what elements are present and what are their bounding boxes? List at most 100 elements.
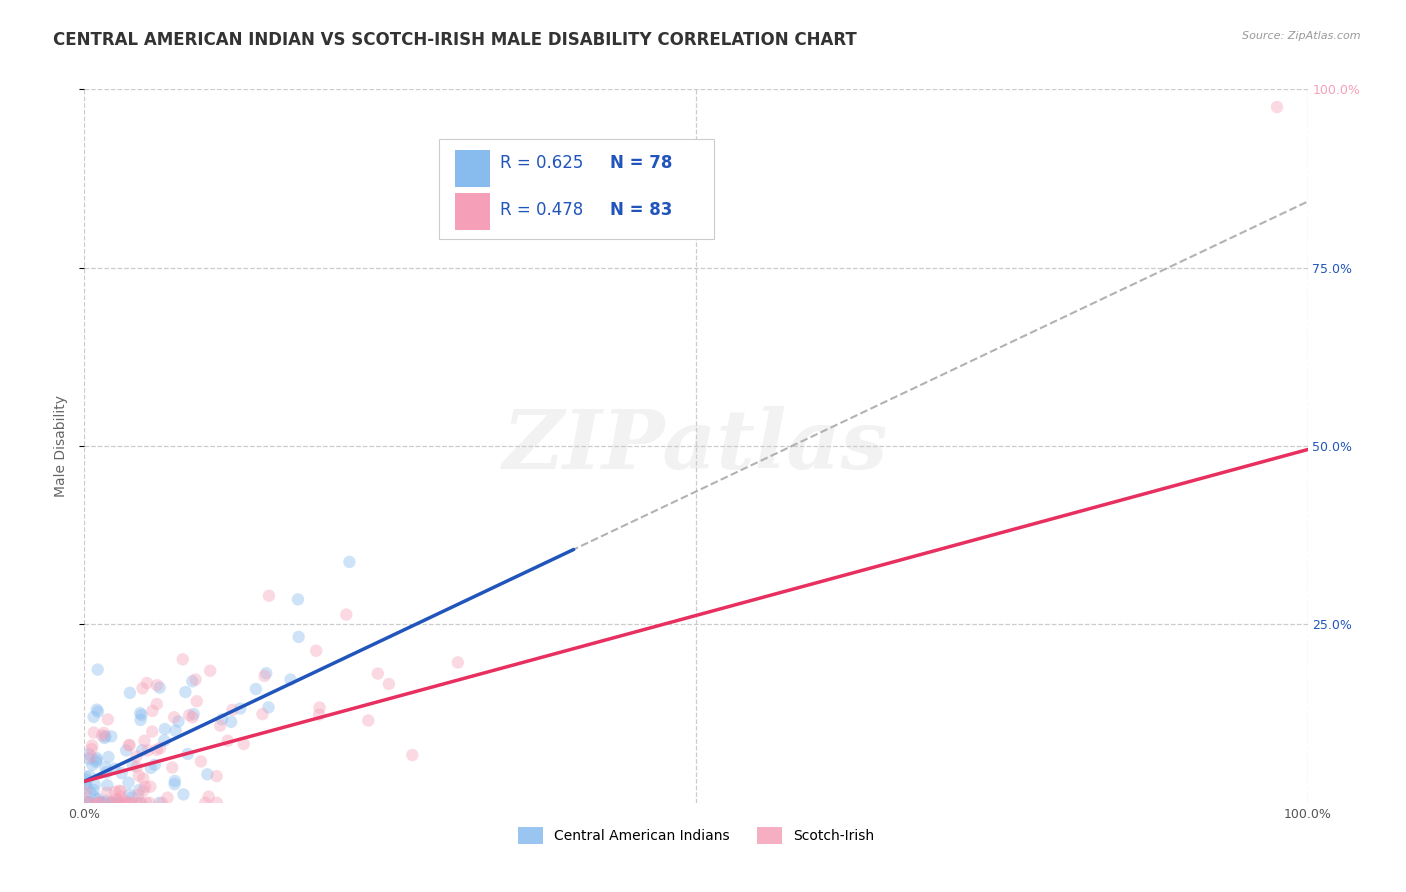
Text: R = 0.625: R = 0.625 <box>501 154 583 172</box>
Point <box>75 770 97 784</box>
Point <box>125 760 148 774</box>
Point <box>96 786 118 800</box>
Point <box>77 796 100 810</box>
Point <box>211 712 233 726</box>
Text: N = 83: N = 83 <box>610 201 672 219</box>
Point <box>83 789 105 804</box>
Text: ZIPatlas: ZIPatlas <box>503 406 889 486</box>
Text: N = 78: N = 78 <box>610 154 672 172</box>
Point <box>156 790 179 805</box>
Point <box>146 743 169 757</box>
Point <box>83 782 105 797</box>
Point <box>128 783 150 797</box>
Point <box>125 796 148 810</box>
Point <box>94 729 117 743</box>
Point <box>82 739 104 753</box>
Point <box>87 795 110 809</box>
Point <box>245 681 267 696</box>
Point <box>100 796 122 810</box>
Text: Source: ZipAtlas.com: Source: ZipAtlas.com <box>1243 31 1361 41</box>
Point <box>287 592 309 607</box>
Point <box>136 743 159 757</box>
Point <box>108 784 131 798</box>
Point <box>87 792 110 806</box>
Point <box>103 762 125 776</box>
Point <box>232 737 254 751</box>
Point <box>87 705 110 719</box>
Point <box>118 686 141 700</box>
Point <box>83 710 105 724</box>
Point <box>118 796 141 810</box>
Point <box>114 795 136 809</box>
Point <box>257 589 280 603</box>
Point <box>150 796 173 810</box>
Point <box>221 703 243 717</box>
Point <box>83 725 105 739</box>
Point <box>447 656 470 670</box>
Point <box>96 794 118 808</box>
Point <box>146 697 169 711</box>
Point <box>139 780 162 794</box>
Point <box>100 730 122 744</box>
Point <box>91 796 114 810</box>
Point <box>141 704 163 718</box>
Point <box>149 741 172 756</box>
Point <box>117 775 139 789</box>
Point <box>217 733 239 747</box>
Point <box>181 674 204 689</box>
Point <box>76 773 98 788</box>
Point <box>183 707 205 722</box>
Point <box>1265 100 1288 114</box>
Point <box>115 743 138 757</box>
Point <box>125 749 148 764</box>
Point <box>77 747 100 761</box>
Point <box>108 796 131 810</box>
Point <box>75 777 97 791</box>
Point <box>110 784 132 798</box>
Point <box>97 713 120 727</box>
Point <box>198 664 221 678</box>
Point <box>118 738 141 752</box>
Point <box>134 733 156 747</box>
Point <box>77 752 100 766</box>
Point <box>76 796 98 810</box>
Point <box>87 796 110 810</box>
Point <box>118 788 141 802</box>
Point <box>118 738 141 752</box>
Point <box>141 724 163 739</box>
Point <box>94 760 117 774</box>
FancyBboxPatch shape <box>456 194 491 230</box>
Point <box>194 796 217 810</box>
Point <box>129 796 152 810</box>
Point <box>335 607 357 622</box>
Point <box>111 796 134 810</box>
Point <box>209 718 232 732</box>
Text: CENTRAL AMERICAN INDIAN VS SCOTCH-IRISH MALE DISABILITY CORRELATION CHART: CENTRAL AMERICAN INDIAN VS SCOTCH-IRISH … <box>53 31 858 49</box>
Point <box>153 722 176 736</box>
Point <box>86 703 108 717</box>
Point <box>93 796 115 810</box>
Point <box>339 555 361 569</box>
Point <box>110 796 132 810</box>
Point <box>77 795 100 809</box>
Point <box>254 666 277 681</box>
Point <box>110 766 132 780</box>
Point <box>181 710 204 724</box>
Point <box>160 760 183 774</box>
Point <box>121 758 143 772</box>
Point <box>82 758 104 772</box>
Point <box>104 785 127 799</box>
Point <box>86 751 108 765</box>
Point <box>174 685 197 699</box>
Point <box>163 777 186 791</box>
Point <box>367 666 389 681</box>
Point <box>135 676 157 690</box>
Point <box>205 769 228 783</box>
Point <box>219 714 242 729</box>
Point <box>128 769 150 783</box>
Point <box>165 723 187 738</box>
Point <box>121 790 143 805</box>
Point <box>172 652 194 666</box>
Point <box>132 784 155 798</box>
Point <box>305 644 328 658</box>
